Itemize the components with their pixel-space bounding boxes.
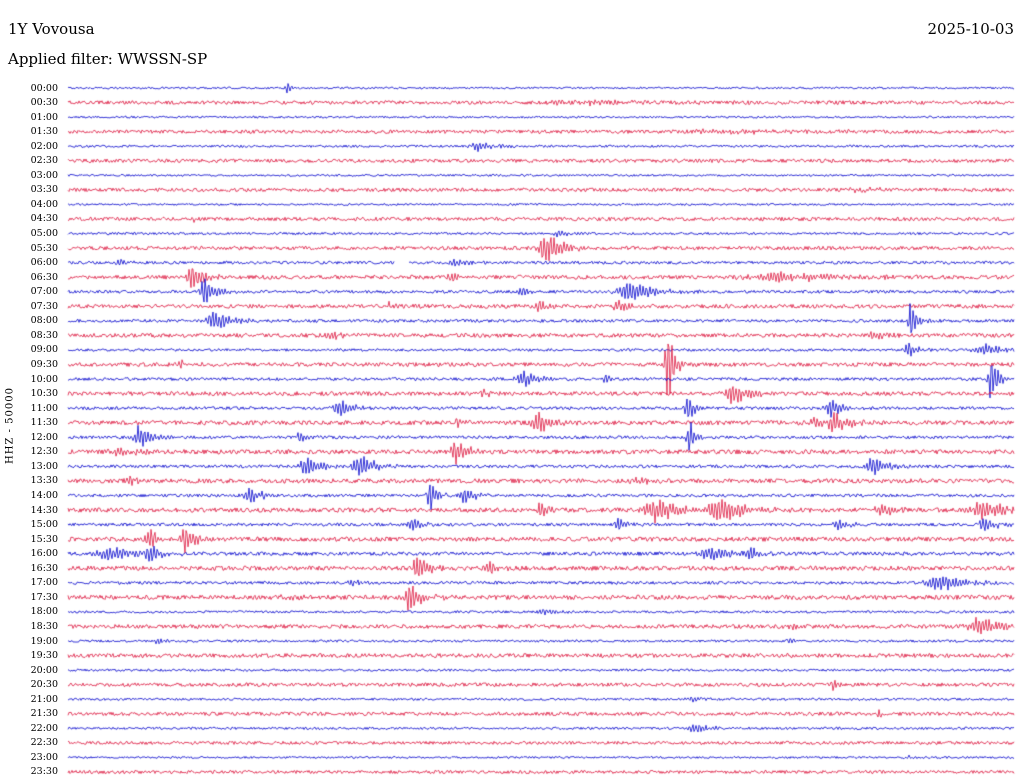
seismogram-canvas [0, 0, 1024, 780]
helicorder-page: 1Y Vovousa 2025-10-03 Applied filter: WW… [0, 0, 1024, 780]
